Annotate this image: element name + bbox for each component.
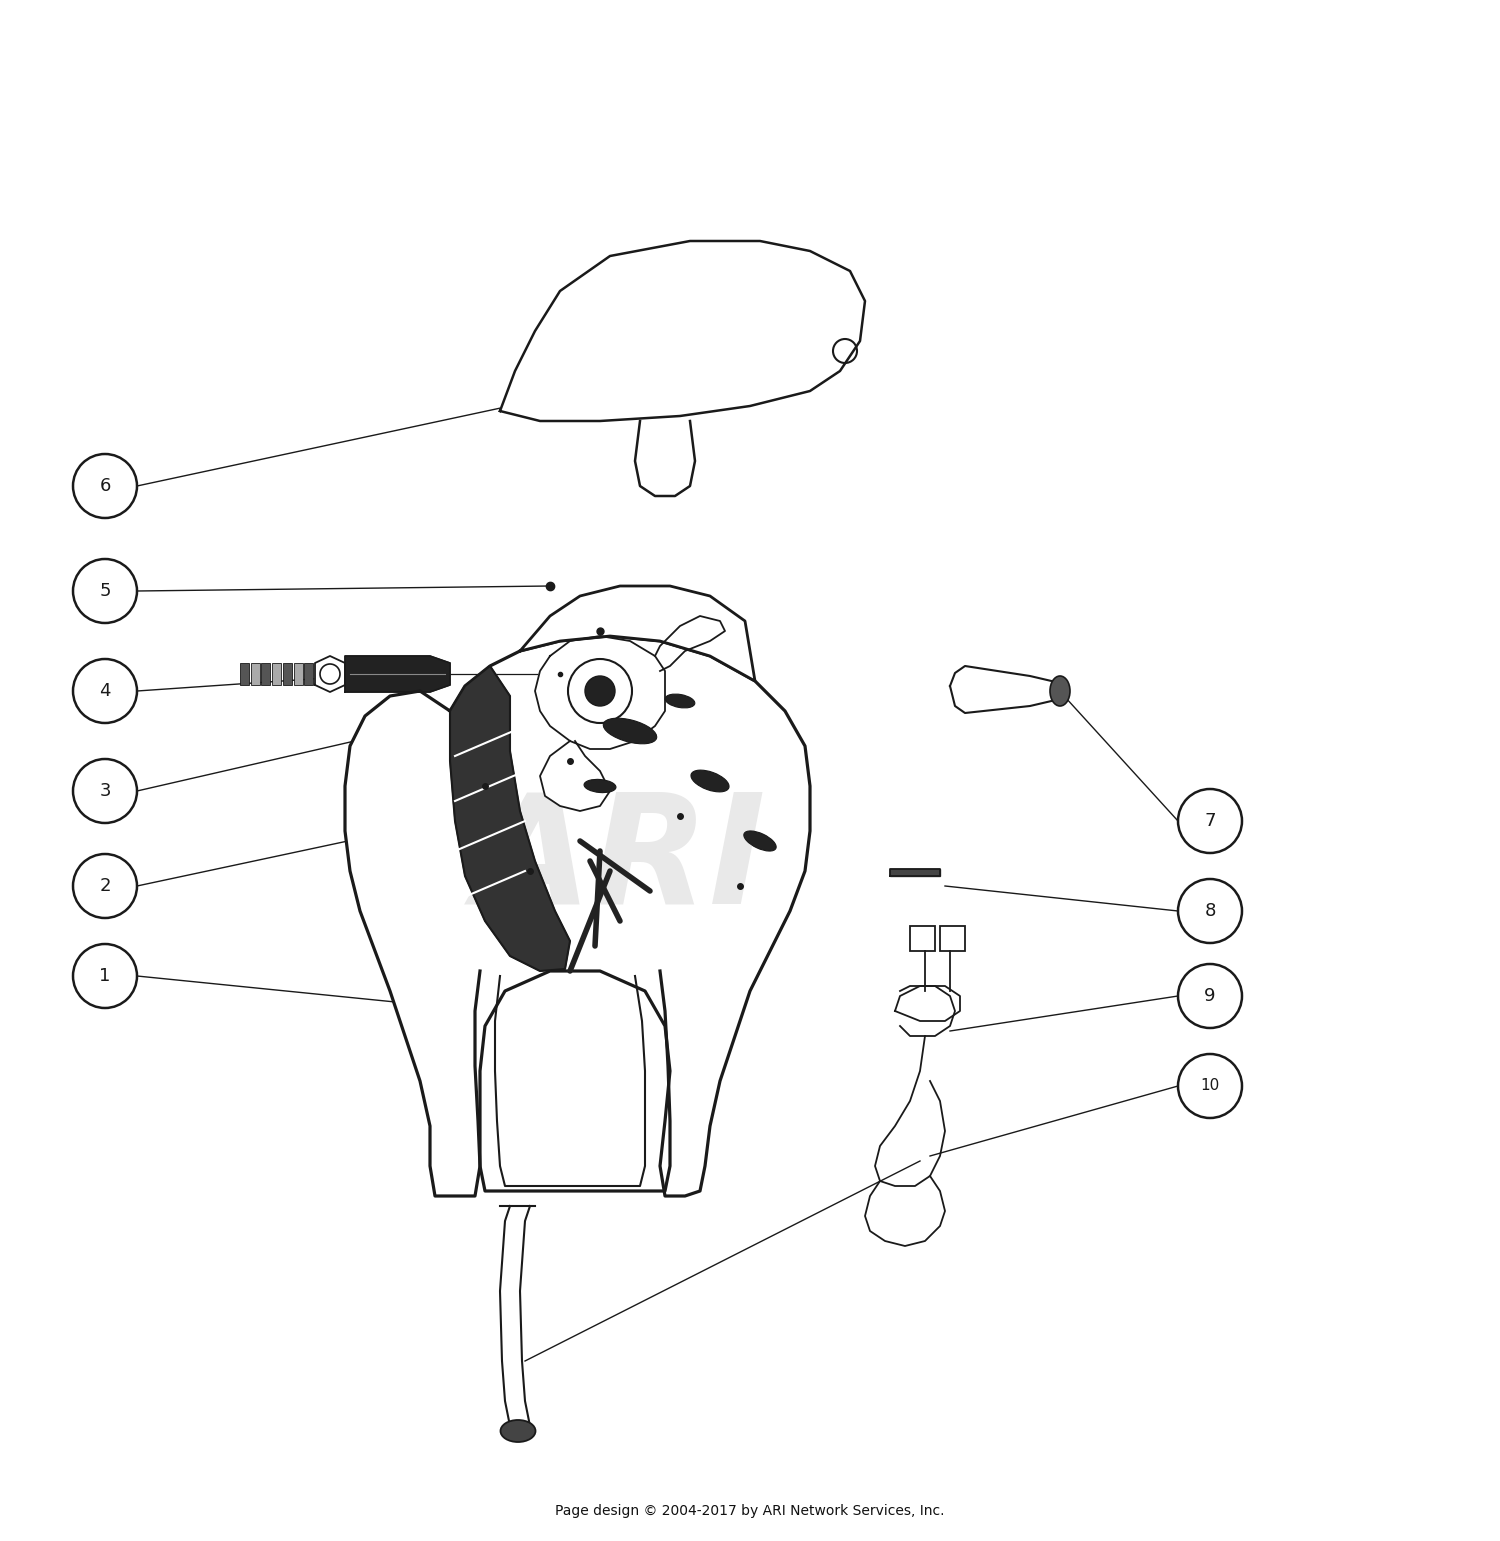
Text: Page design © 2004-2017 by ARI Network Services, Inc.: Page design © 2004-2017 by ARI Network S…: [555, 1504, 945, 1518]
Polygon shape: [890, 869, 940, 875]
Text: 2: 2: [99, 877, 111, 895]
Polygon shape: [520, 586, 754, 681]
Circle shape: [568, 660, 632, 723]
Polygon shape: [450, 666, 570, 971]
Circle shape: [74, 660, 136, 723]
Polygon shape: [910, 926, 934, 951]
Polygon shape: [950, 666, 1065, 713]
Polygon shape: [315, 656, 345, 692]
Bar: [251, 663, 260, 686]
Text: 5: 5: [99, 582, 111, 599]
Text: 8: 8: [1204, 901, 1215, 920]
Polygon shape: [345, 636, 810, 1196]
Bar: [304, 663, 313, 686]
Bar: [272, 663, 280, 686]
Bar: [315, 663, 324, 686]
Polygon shape: [500, 240, 865, 421]
Ellipse shape: [744, 831, 776, 851]
Bar: [284, 663, 292, 686]
Ellipse shape: [1050, 676, 1070, 706]
Circle shape: [74, 854, 136, 918]
Circle shape: [1178, 878, 1242, 943]
Polygon shape: [656, 616, 724, 670]
Ellipse shape: [692, 770, 729, 792]
Polygon shape: [345, 656, 450, 692]
Polygon shape: [536, 636, 664, 749]
Circle shape: [74, 945, 136, 1008]
Text: 4: 4: [99, 683, 111, 700]
Circle shape: [585, 676, 615, 706]
Ellipse shape: [584, 780, 616, 792]
Circle shape: [74, 760, 136, 823]
Circle shape: [1178, 789, 1242, 854]
Bar: [261, 663, 270, 686]
Ellipse shape: [501, 1419, 536, 1442]
Ellipse shape: [664, 693, 694, 707]
Text: 3: 3: [99, 781, 111, 800]
Polygon shape: [540, 741, 610, 811]
Circle shape: [1178, 965, 1242, 1028]
Text: 10: 10: [1200, 1079, 1219, 1094]
Bar: [294, 663, 303, 686]
Polygon shape: [940, 926, 964, 951]
Circle shape: [74, 455, 136, 518]
Text: 9: 9: [1204, 986, 1215, 1005]
Circle shape: [1178, 1054, 1242, 1119]
Text: 7: 7: [1204, 812, 1215, 831]
Polygon shape: [500, 1207, 530, 1425]
Text: 1: 1: [99, 968, 111, 985]
Bar: [240, 663, 249, 686]
Circle shape: [74, 559, 136, 623]
Ellipse shape: [603, 718, 657, 744]
Text: ARI: ARI: [474, 786, 766, 935]
Text: 6: 6: [99, 478, 111, 495]
Polygon shape: [634, 421, 694, 496]
